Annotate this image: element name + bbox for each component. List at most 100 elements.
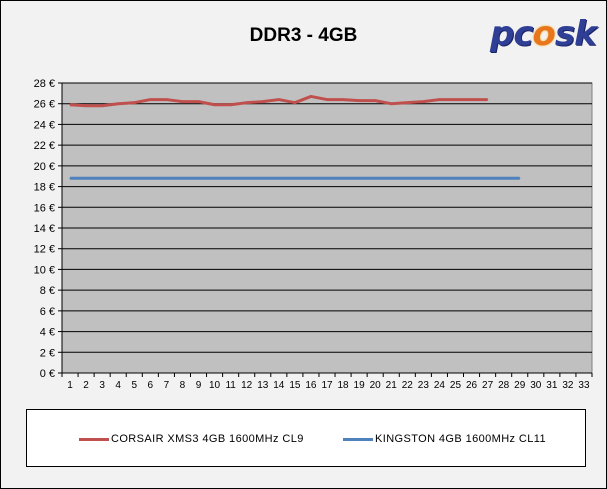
data-point [358,177,360,179]
data-point [374,100,376,102]
data-point [487,98,489,101]
line-chart: 0 € 2 € 4 € 6 € 8 € 10 € 12 € 14 € 16 € 18 € 20 € 2… [34,78,593,391]
x-tick-label: 24 [434,380,446,391]
y-tick-label: 10 € [34,264,55,276]
data-point [390,177,392,179]
legend-swatch-kingston [343,437,373,441]
flame-icon: o [532,14,556,54]
logo-text: pc [490,14,533,54]
y-tick-label: 4 € [40,327,55,339]
data-point [454,177,457,179]
data-point [230,177,232,179]
data-point [358,100,360,102]
legend-swatch-corsair [79,437,109,441]
data-point [438,177,441,179]
data-point [133,177,135,179]
data-point [165,177,167,179]
data-point [213,104,216,106]
data-point [519,177,521,179]
y-tick-label: 24 € [34,119,55,131]
data-point [342,177,344,179]
x-tick-label: 30 [530,380,542,391]
x-tick-label: 31 [546,380,558,391]
y-tick-label: 20 € [34,161,55,173]
data-point [213,177,216,179]
x-tick-label: 25 [450,380,462,391]
data-point [117,177,119,179]
data-point [149,177,151,179]
y-tick-label: 16 € [34,202,55,214]
data-point [165,98,167,101]
data-point [246,177,248,179]
data-point [470,98,473,101]
y-tick-label: 0 € [40,368,55,380]
data-point [69,104,71,106]
x-tick-label: 14 [273,380,285,391]
x-tick-label: 7 [164,380,170,391]
legend-item-kingston: KINGSTON 4GB 1600MHz CL11 [343,433,546,445]
data-point [230,104,232,106]
data-point [181,101,184,103]
data-point [422,101,424,103]
data-point [69,177,71,179]
data-point [294,102,296,104]
legend-item-corsair: CORSAIR XMS3 4GB 1600MHz CL9 [79,433,304,445]
y-tick-label: 6 € [40,306,55,318]
data-point [85,105,87,107]
data-point [278,98,280,101]
x-tick-label: 17 [321,380,333,391]
x-tick-label: 21 [386,380,398,391]
data-point [374,177,376,179]
y-tick-label: 18 € [34,182,55,194]
x-tick-label: 28 [498,380,510,391]
data-point [181,177,184,179]
x-tick-label: 26 [466,380,478,391]
data-point [101,177,103,179]
legend-label-corsair: CORSAIR XMS3 4GB 1600MHz CL9 [111,433,304,445]
data-point [278,177,280,179]
data-point [422,177,424,179]
y-tick-label: 8 € [40,285,55,297]
data-point [246,102,248,104]
data-point [326,98,328,101]
y-tick-label: 26 € [34,99,55,111]
x-tick-label: 32 [562,380,574,391]
data-point [406,177,408,179]
x-tick-label: 18 [337,380,349,391]
data-point [406,102,408,104]
data-point [101,105,103,107]
x-tick-label: 23 [418,380,430,391]
data-point [149,98,151,101]
x-tick-label: 11 [225,380,236,391]
data-point [262,101,264,103]
y-tick-label: 22 € [34,140,55,152]
chart-legend: CORSAIR XMS3 4GB 1600MHz CL9 KINGSTON 4G… [26,409,586,467]
data-point [326,177,328,179]
data-point [133,102,135,104]
data-point [454,98,457,101]
data-point [197,177,200,179]
x-tick-label: 10 [209,380,221,391]
x-tick-label: 22 [402,380,414,391]
data-point [470,177,473,179]
x-tick-label: 20 [370,380,382,391]
data-point [487,177,489,179]
data-point [390,103,392,105]
x-tick-label: 4 [115,380,121,391]
data-point [310,177,312,179]
data-point [262,177,264,179]
x-tick-label: 13 [257,380,269,391]
logo-tail: sk [554,14,597,54]
x-tick-label: 3 [99,380,105,391]
x-tick-label: 33 [578,380,590,391]
y-tick-label: 2 € [40,347,55,359]
data-point [85,177,87,179]
data-point [438,98,441,101]
x-tick-label: 1 [67,380,73,391]
data-point [294,177,296,179]
x-tick-label: 5 [131,380,137,391]
x-tick-label: 6 [148,380,154,391]
x-tick-label: 15 [289,380,301,391]
x-tick-label: 27 [482,380,494,391]
x-tick-label: 29 [514,380,526,391]
